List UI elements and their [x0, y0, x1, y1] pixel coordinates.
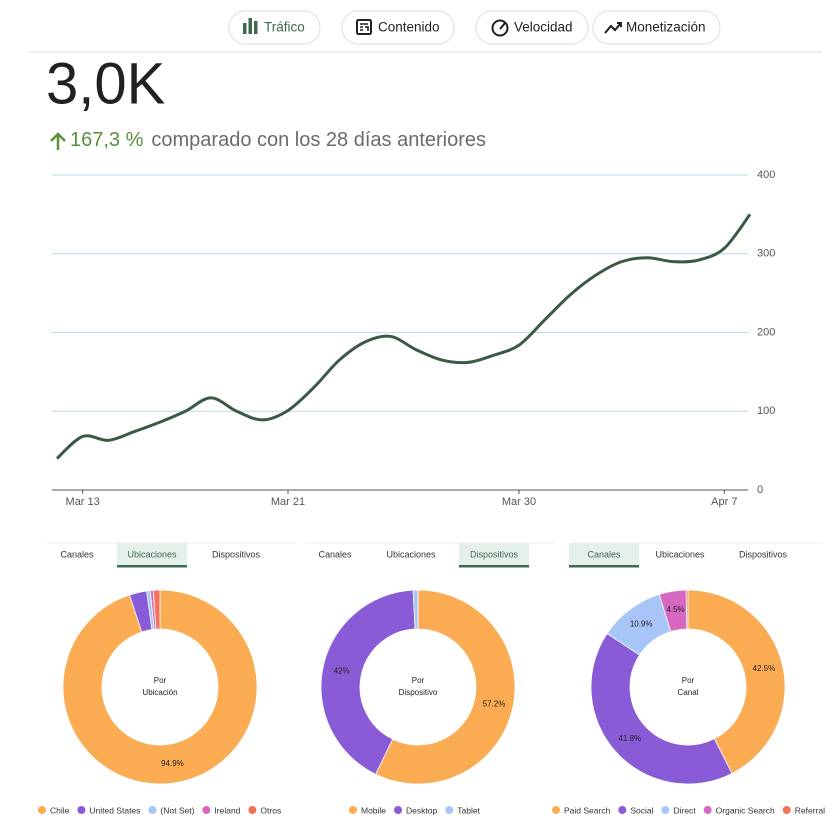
legend-marker — [661, 806, 670, 814]
pie-tab[interactable]: Ubicaciones — [655, 549, 705, 559]
active-tab-bg — [117, 543, 187, 567]
center-label: Ubicación — [142, 688, 177, 697]
y-tick-label: 0 — [757, 484, 763, 496]
legend-marker — [618, 806, 627, 814]
y-tick-label: 100 — [757, 405, 775, 417]
pie-tab[interactable]: Dispositivos — [212, 549, 261, 559]
pie-tab[interactable]: Ubicaciones — [386, 549, 436, 559]
charts: 0 100 200 300 400 Mar 13 Mar 21 Mar 30 Apr 7 Cana… — [38, 169, 825, 815]
pie-tab[interactable]: Ubicaciones — [127, 549, 177, 559]
summary-change: 167,3 % — [70, 129, 144, 151]
pie-tab[interactable]: Canales — [318, 549, 352, 559]
legend-label: Referral — [795, 805, 825, 815]
line-series — [55, 213, 752, 460]
top-tabs: Tráfico Contenido Velocidad Monetización — [228, 10, 721, 45]
legend-marker — [394, 806, 403, 814]
x-tick-label: Mar 13 — [66, 496, 100, 508]
active-tab-underline — [459, 565, 529, 568]
slice-label: 57.2% — [483, 700, 506, 709]
up-arrow — [50, 132, 66, 150]
pie-slice — [687, 589, 786, 774]
active-tab-bg — [459, 543, 529, 567]
slice-label: 41.8% — [618, 734, 641, 743]
tab-speed[interactable] — [475, 10, 589, 45]
tab-label[interactable]: Tráfico — [264, 20, 305, 35]
icon — [243, 23, 247, 34]
active-tab-bg — [569, 543, 639, 567]
pie-slice — [152, 589, 161, 630]
legend-marker — [349, 806, 357, 814]
legend-label: Social — [630, 805, 653, 815]
icon — [248, 18, 252, 34]
summary-comparison: comparado con los 28 días anteriores — [151, 129, 486, 151]
center-label: Por — [154, 676, 167, 685]
summary-change-line: 167,3 % comparado con los 28 días anterio… — [70, 129, 486, 151]
pie-tab[interactable]: Canales — [60, 549, 94, 559]
legend-label: Organic Search — [716, 805, 775, 815]
tab-label[interactable]: Velocidad — [514, 20, 573, 35]
pie-slice — [62, 589, 258, 785]
y-tick-label: 200 — [757, 326, 775, 338]
pie-slice — [590, 632, 733, 785]
pie-tab[interactable]: Canales — [587, 549, 621, 559]
icon — [356, 19, 372, 35]
slice-label: 4.5% — [666, 605, 684, 614]
pie-slice — [320, 589, 416, 775]
slice-label: 42% — [334, 667, 350, 676]
active-tab-underline — [569, 565, 639, 568]
icon — [491, 19, 509, 37]
legend-label: Otros — [260, 805, 281, 815]
legend-marker — [703, 806, 712, 814]
active-tab-underline — [117, 565, 187, 568]
tab-label[interactable]: Contenido — [378, 20, 440, 35]
tab-label[interactable]: Monetización — [626, 20, 706, 35]
center-label: Dispositivo — [399, 688, 438, 697]
legend-marker — [782, 806, 791, 814]
legend-marker — [77, 806, 86, 814]
tab-monetization[interactable] — [592, 10, 721, 45]
legend-marker — [38, 806, 46, 814]
icon — [604, 22, 622, 34]
legend-marker — [148, 806, 157, 814]
slice-label: 10.9% — [630, 620, 653, 629]
pie-slice — [685, 589, 689, 630]
summary-value: 3,0K — [46, 51, 166, 116]
legend-label: Ireland — [214, 805, 240, 815]
legend-label: Tablet — [457, 805, 480, 815]
legend-label: Mobile — [361, 805, 386, 815]
icon — [254, 21, 258, 34]
x-tick-label: Mar 30 — [502, 496, 536, 508]
pie-slice — [412, 589, 419, 630]
y-tick-label: 300 — [757, 248, 775, 260]
legend-label: Direct — [673, 805, 696, 815]
center-label: Canal — [678, 688, 699, 697]
legend-label: United States — [89, 805, 140, 815]
y-tick-label: 400 — [757, 169, 775, 181]
x-tick-label: Mar 21 — [271, 496, 305, 508]
slice-label: 42.5% — [753, 664, 776, 673]
pie-tab[interactable]: Dispositivos — [739, 549, 788, 559]
center-label: Por — [682, 676, 695, 685]
slice-label: 94.9% — [161, 759, 184, 768]
legend-marker — [202, 806, 211, 814]
legend-label: Chile — [50, 805, 70, 815]
icon — [499, 22, 506, 30]
center-label: Por — [412, 676, 425, 685]
pie-slice — [375, 589, 516, 785]
x-tick-label: Apr 7 — [711, 496, 737, 508]
legend-marker — [445, 806, 454, 814]
icon — [360, 23, 369, 31]
legend-marker — [248, 806, 257, 814]
pie-tab[interactable]: Dispositivos — [470, 549, 519, 559]
legend-label: (Not Set) — [160, 805, 194, 815]
legend-label: Desktop — [406, 805, 437, 815]
legend-label: Paid Search — [564, 805, 611, 815]
legend-marker — [552, 806, 560, 814]
